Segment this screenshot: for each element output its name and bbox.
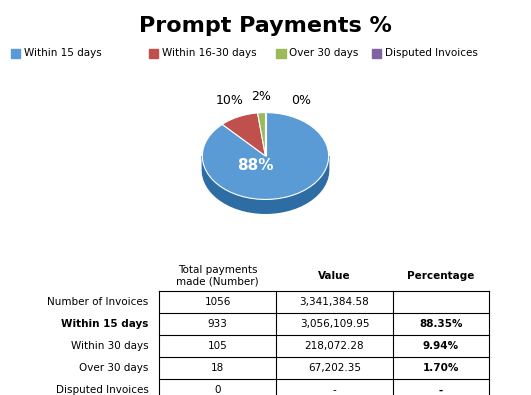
- Text: 0: 0: [215, 386, 221, 395]
- Text: Disputed Invoices: Disputed Invoices: [385, 48, 478, 58]
- Polygon shape: [202, 156, 329, 213]
- Text: 67,202.35: 67,202.35: [308, 363, 361, 373]
- Text: Prompt Payments %: Prompt Payments %: [139, 16, 392, 36]
- Text: Within 15 days: Within 15 days: [61, 319, 149, 329]
- Text: -: -: [439, 386, 443, 395]
- Text: Within 16-30 days: Within 16-30 days: [162, 48, 256, 58]
- Text: Within 30 days: Within 30 days: [71, 341, 149, 351]
- Text: Value: Value: [318, 271, 351, 280]
- Text: Number of Invoices: Number of Invoices: [47, 297, 149, 307]
- Text: 218,072.28: 218,072.28: [305, 341, 364, 351]
- Text: Disputed Invoices: Disputed Invoices: [56, 386, 149, 395]
- Ellipse shape: [202, 126, 329, 213]
- Polygon shape: [202, 113, 329, 199]
- Text: 9.94%: 9.94%: [423, 341, 459, 351]
- Text: 10%: 10%: [216, 94, 244, 107]
- Text: 1.70%: 1.70%: [423, 363, 459, 373]
- Text: 18: 18: [211, 363, 224, 373]
- Text: 0%: 0%: [291, 94, 311, 107]
- Text: Total payments
made (Number): Total payments made (Number): [176, 265, 259, 286]
- Text: 105: 105: [208, 341, 228, 351]
- Text: 3,056,109.95: 3,056,109.95: [300, 319, 369, 329]
- Text: 88%: 88%: [237, 158, 274, 173]
- Text: -: -: [332, 386, 337, 395]
- Text: Within 15 days: Within 15 days: [24, 48, 101, 58]
- Text: Percentage: Percentage: [407, 271, 474, 280]
- Polygon shape: [222, 113, 266, 156]
- Text: 1056: 1056: [204, 297, 231, 307]
- Text: Over 30 days: Over 30 days: [289, 48, 359, 58]
- Text: 2%: 2%: [252, 90, 271, 103]
- Text: Over 30 days: Over 30 days: [79, 363, 149, 373]
- Text: 3,341,384.58: 3,341,384.58: [299, 297, 370, 307]
- Text: 88.35%: 88.35%: [419, 319, 463, 329]
- Text: 933: 933: [208, 319, 228, 329]
- Polygon shape: [258, 113, 266, 156]
